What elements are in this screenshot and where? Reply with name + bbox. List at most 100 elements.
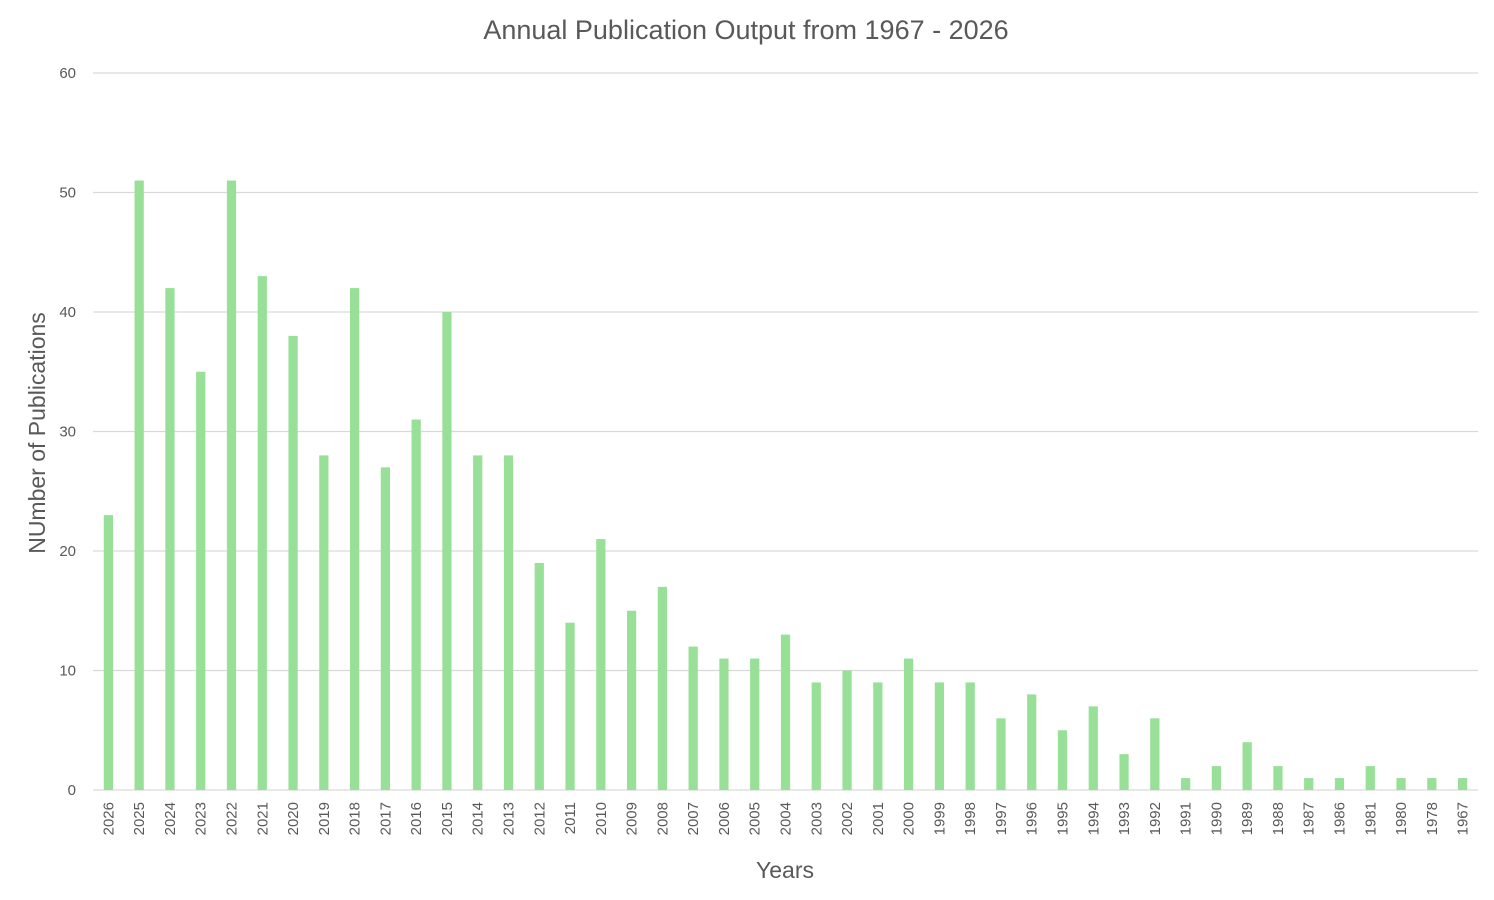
bar-2021	[257, 276, 267, 790]
bar-1995	[1057, 730, 1068, 790]
x-tick-label-1994: 1994	[1085, 802, 1102, 835]
bar-2006	[719, 658, 729, 790]
bar-1996	[1027, 694, 1037, 790]
x-tick-label-1989: 1989	[1239, 802, 1256, 835]
x-tick-label-2026: 2026	[100, 802, 117, 835]
y-tick-label-0: 0	[68, 782, 76, 799]
x-tick-label-2002: 2002	[839, 802, 856, 835]
x-tick-label-1967: 1967	[1455, 802, 1472, 835]
bar-2002	[842, 670, 852, 790]
bar-1999	[934, 682, 945, 790]
x-tick-label-2018: 2018	[347, 802, 364, 835]
bar-2004	[780, 634, 791, 790]
bar-2017	[380, 467, 391, 790]
x-axis-title: Years	[756, 857, 814, 883]
y-axis-title: NUmber of Publications	[24, 312, 50, 554]
bar-1998	[965, 682, 975, 790]
bar-1988	[1273, 766, 1283, 790]
y-tick-label-30: 30	[59, 424, 76, 441]
bar-2022	[226, 180, 237, 791]
x-tick-label-1981: 1981	[1362, 802, 1379, 835]
x-tick-label-2021: 2021	[254, 802, 271, 835]
bar-2007	[688, 646, 698, 790]
x-tick-label-2010: 2010	[593, 802, 610, 835]
x-tick-label-1980: 1980	[1393, 802, 1410, 835]
bar-2025	[134, 180, 144, 791]
bar-2018	[349, 288, 360, 790]
bar-1991	[1180, 778, 1191, 790]
x-tick-label-2013: 2013	[501, 802, 518, 835]
bar-2023	[196, 371, 206, 790]
x-tick-label-2017: 2017	[377, 802, 394, 835]
bar-1989	[1242, 742, 1252, 790]
bar-2005	[750, 658, 760, 790]
bar-2015	[442, 312, 452, 790]
bar-2013	[503, 455, 514, 790]
x-tick-label-1978: 1978	[1424, 802, 1441, 835]
x-tick-label-2004: 2004	[778, 802, 795, 835]
x-tick-label-1990: 1990	[1208, 802, 1225, 835]
bar-2019	[319, 455, 329, 790]
chart-title: Annual Publication Output from 1967 - 20…	[483, 15, 1008, 45]
x-tick-label-2016: 2016	[408, 802, 425, 835]
y-tick-label-50: 50	[59, 185, 76, 202]
x-tick-label-1992: 1992	[1147, 802, 1164, 835]
bar-1990	[1211, 766, 1222, 790]
x-tick-label-1988: 1988	[1270, 802, 1287, 835]
x-tick-label-1998: 1998	[962, 802, 979, 835]
bar-2012	[534, 562, 544, 790]
x-tick-label-2014: 2014	[470, 802, 487, 835]
x-tick-label-1995: 1995	[1055, 802, 1072, 835]
x-tick-label-2009: 2009	[624, 802, 641, 835]
bar-2010	[596, 539, 606, 790]
bar-2016	[411, 419, 421, 790]
bar-2000	[903, 658, 914, 790]
bar-2008	[657, 586, 668, 790]
x-tick-label-1996: 1996	[1024, 802, 1041, 835]
bar-2020	[288, 335, 298, 790]
y-axis-ticks: 0 10 20 30 40 50 60	[59, 65, 76, 799]
x-tick-label-2011: 2011	[562, 802, 579, 834]
x-tick-label-2001: 2001	[870, 802, 887, 835]
x-tick-label-1993: 1993	[1116, 802, 1133, 835]
bar-1997	[996, 718, 1006, 790]
x-tick-label-1987: 1987	[1301, 802, 1318, 835]
bar-2026	[103, 515, 114, 790]
x-tick-label-2022: 2022	[224, 802, 241, 835]
x-tick-label-2025: 2025	[131, 802, 148, 835]
bar-1987	[1304, 778, 1314, 790]
y-tick-label-10: 10	[59, 663, 76, 680]
bar-2003	[811, 682, 821, 790]
x-tick-label-2006: 2006	[716, 802, 733, 835]
bar-1978	[1427, 778, 1437, 790]
x-tick-label-2007: 2007	[685, 802, 702, 835]
y-tick-label-40: 40	[59, 304, 76, 321]
bar-1980	[1396, 778, 1406, 790]
bar-2009	[626, 610, 637, 790]
x-tick-label-2000: 2000	[901, 802, 918, 835]
bar-1967	[1457, 778, 1468, 790]
x-tick-label-1986: 1986	[1332, 802, 1349, 835]
y-tick-label-60: 60	[59, 65, 76, 82]
x-axis-ticks: 2026 2025 2024 2023 2022 2021 2020 2019 2018 2017…	[100, 802, 1471, 835]
bars	[103, 180, 1468, 791]
x-tick-label-2020: 2020	[285, 802, 302, 835]
x-tick-label-2019: 2019	[316, 802, 333, 835]
x-tick-label-1997: 1997	[993, 802, 1010, 835]
x-tick-label-2023: 2023	[193, 802, 210, 835]
x-tick-label-2005: 2005	[747, 802, 764, 835]
x-tick-label-2003: 2003	[808, 802, 825, 835]
bar-1993	[1119, 754, 1129, 790]
y-tick-label-20: 20	[59, 543, 76, 560]
x-tick-label-2012: 2012	[531, 802, 548, 835]
x-tick-label-1999: 1999	[931, 802, 948, 835]
bar-2011	[565, 622, 575, 790]
bar-2014	[473, 455, 483, 790]
bar-1981	[1365, 766, 1375, 790]
bar-1986	[1334, 778, 1345, 790]
x-tick-label-2015: 2015	[439, 802, 456, 835]
bar-1992	[1150, 718, 1160, 790]
bar-2024	[165, 288, 175, 790]
bar-2001	[873, 682, 883, 790]
